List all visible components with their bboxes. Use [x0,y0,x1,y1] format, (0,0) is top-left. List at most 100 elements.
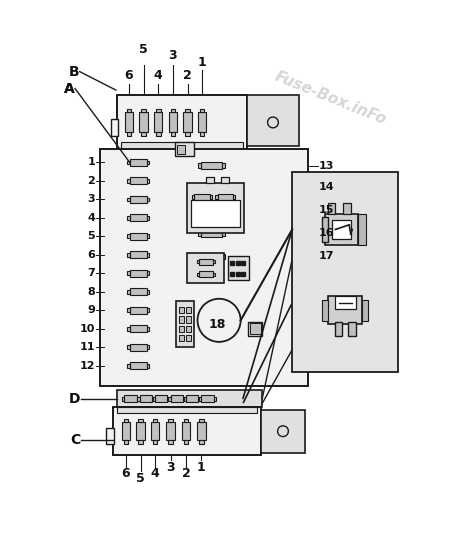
Bar [197,273,199,275]
Bar [130,326,147,332]
Bar [359,214,366,245]
Text: 1: 1 [197,461,206,474]
Text: D: D [69,392,81,406]
Text: 6: 6 [122,467,130,480]
Bar [199,440,204,444]
Bar [184,440,188,444]
Bar [179,335,184,341]
Text: 7: 7 [87,268,95,278]
Bar [127,216,130,220]
Bar [127,179,130,183]
Bar [215,195,217,199]
Bar [184,397,186,401]
Text: 6: 6 [87,250,95,260]
Bar [127,308,130,312]
Bar [147,253,149,257]
Bar [334,322,342,336]
Text: 2: 2 [183,70,192,82]
Bar [147,216,149,220]
Text: 3: 3 [87,195,95,204]
Bar [186,396,198,402]
Text: 15: 15 [319,205,334,215]
Bar [117,407,257,413]
Bar [136,422,145,440]
Bar [197,422,206,440]
Bar [171,396,183,402]
Bar [130,177,147,184]
Text: 18: 18 [208,317,225,330]
Bar [322,300,328,321]
Bar [127,133,131,135]
Bar [100,149,308,386]
Bar [217,194,233,201]
Bar [147,197,149,202]
Bar [122,397,124,401]
Bar [198,163,201,168]
Bar [127,253,130,257]
Bar [168,440,173,444]
Bar [168,419,173,422]
Bar [147,161,149,164]
Bar [152,397,154,401]
Bar [322,217,328,242]
Text: 2: 2 [87,176,95,186]
Bar [179,307,184,313]
Bar [186,326,191,332]
Bar [213,260,215,264]
Bar [138,419,143,422]
Bar [176,301,194,347]
Text: 11: 11 [80,342,95,353]
Bar [194,194,210,201]
Text: 3: 3 [166,461,175,474]
Bar [171,133,175,135]
Bar [168,397,171,401]
Bar [222,231,225,236]
Text: 16: 16 [319,229,335,238]
Bar [147,364,149,368]
Bar [130,196,147,203]
Text: 4: 4 [151,467,160,480]
Text: 9: 9 [87,305,95,315]
Bar [156,133,161,135]
Bar [198,397,201,401]
Bar [324,214,359,245]
Bar [147,327,149,331]
Bar [247,95,299,146]
Bar [155,396,167,402]
Bar [248,322,262,336]
Text: A: A [63,81,74,95]
Bar [106,428,113,444]
Bar [359,217,365,242]
Bar [198,208,201,212]
Bar [199,259,213,265]
Bar [127,197,130,202]
Bar [127,109,131,113]
Bar [140,113,148,133]
Bar [130,159,147,166]
Bar [127,272,130,275]
Bar [130,288,147,295]
Bar [201,162,222,169]
Bar [167,397,170,401]
Bar [179,316,184,323]
Bar [221,177,229,183]
Bar [153,419,157,422]
Bar [147,234,149,238]
Bar [147,345,149,349]
Bar [153,440,157,444]
Bar [137,397,139,401]
Text: 4: 4 [87,213,95,223]
Bar [261,410,305,453]
Text: 10: 10 [80,324,95,334]
Text: C: C [70,433,81,447]
Text: 5: 5 [139,43,148,56]
Bar [147,179,149,183]
Bar [130,270,147,277]
Bar [185,133,190,135]
Bar [201,396,214,402]
Bar [130,215,147,222]
Bar [141,133,146,135]
Text: B: B [68,65,79,79]
Bar [332,220,351,239]
Text: 12: 12 [80,361,95,371]
